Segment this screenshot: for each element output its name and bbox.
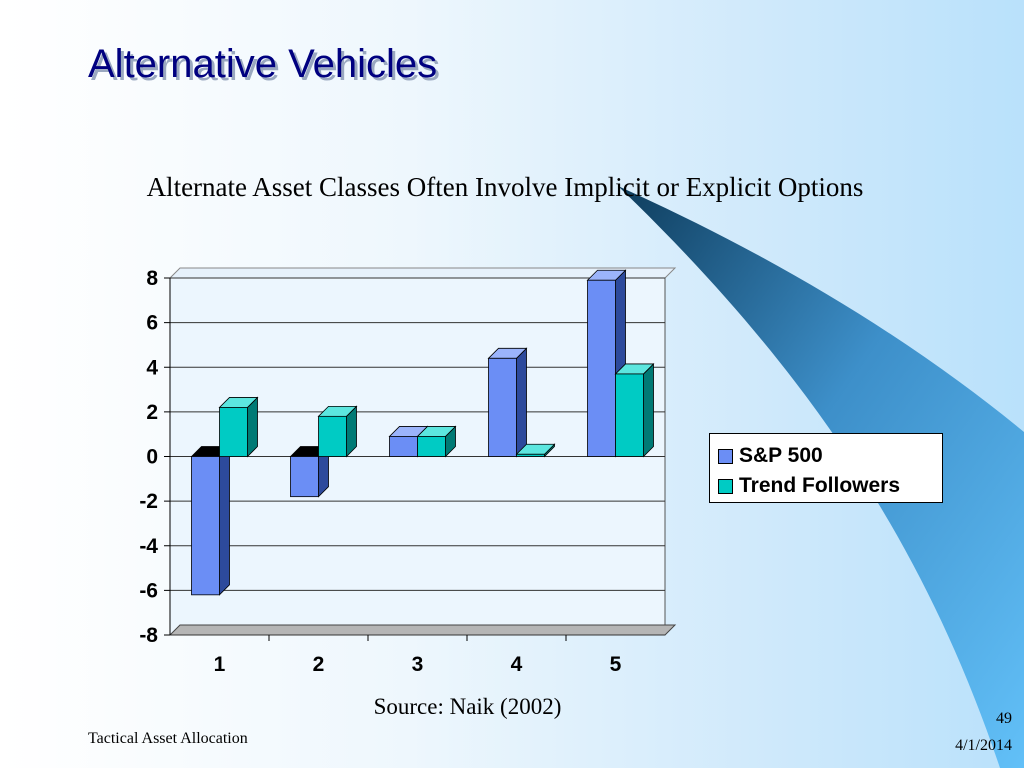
bar-sp500 xyxy=(488,357,517,457)
bar-side-sp500 xyxy=(219,445,230,596)
page-number: 49 xyxy=(996,710,1012,727)
y-tick-label: -6 xyxy=(139,579,158,602)
x-tick-label: 5 xyxy=(610,653,622,676)
x-tick-label: 1 xyxy=(214,653,226,676)
chart-legend: S&P 500 Trend Followers xyxy=(709,433,943,503)
legend-item-trend-followers: Trend Followers xyxy=(718,471,942,501)
y-tick-label: 0 xyxy=(146,446,158,469)
slide-date: 4/1/2014 xyxy=(955,737,1012,754)
bar-trend-followers xyxy=(417,436,446,457)
x-tick-label: 4 xyxy=(511,653,523,676)
bar-trend-followers xyxy=(219,407,248,457)
y-tick-label: 8 xyxy=(146,267,158,290)
x-tick-label: 2 xyxy=(313,653,325,676)
legend-swatch-trend-followers xyxy=(718,478,733,494)
y-tick-label: -2 xyxy=(139,490,158,513)
bar-sp500 xyxy=(191,456,220,596)
bar-trend-followers xyxy=(615,373,644,457)
bar-side-sp500 xyxy=(516,347,527,458)
y-tick-label: 2 xyxy=(146,401,158,424)
legend-label-trend-followers: Trend Followers xyxy=(739,474,901,497)
bar-side-trend-followers xyxy=(643,362,654,458)
y-tick-label: 4 xyxy=(146,356,158,379)
slide-title: Alternative Vehicles xyxy=(88,42,438,86)
legend-swatch-sp500 xyxy=(718,448,733,464)
plot-floor xyxy=(168,624,677,636)
bar-sp500 xyxy=(587,279,616,457)
slide-subtitle: Alternate Asset Classes Often Involve Im… xyxy=(146,172,864,202)
source-citation: Source: Naik (2002) xyxy=(373,694,562,719)
footer-title: Tactical Asset Allocation xyxy=(88,730,248,747)
y-tick-label: 6 xyxy=(146,312,158,335)
bar-sp500 xyxy=(389,436,418,457)
bar-sp500 xyxy=(290,456,319,498)
bar-trend-followers xyxy=(516,453,545,457)
y-tick-label: -8 xyxy=(139,624,158,647)
x-tick-label: 3 xyxy=(412,653,424,676)
legend-item-sp500: S&P 500 xyxy=(718,441,942,471)
y-tick-label: -4 xyxy=(139,535,158,558)
bar-chart: 8 6 4 2 0 -2 -4 -6 -8 1 2 3 4 5 xyxy=(139,267,677,676)
bar-trend-followers xyxy=(318,415,347,457)
legend-label-sp500: S&P 500 xyxy=(739,444,823,467)
